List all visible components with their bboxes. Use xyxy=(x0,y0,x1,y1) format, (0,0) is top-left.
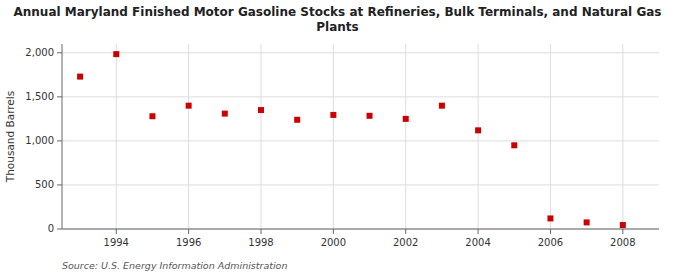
x-tick-label: 1998 xyxy=(248,237,273,248)
x-tick-label: 1994 xyxy=(104,237,129,248)
x-tick xyxy=(550,229,551,234)
y-axis-line xyxy=(62,44,63,229)
x-grid-line xyxy=(188,44,189,229)
y-tick-label: 0 xyxy=(48,223,54,234)
x-tick xyxy=(405,229,406,234)
data-point xyxy=(294,117,300,123)
chart-container: 0 500 1,000 1,500 2,000 1994 1996 1998 2000 2002 2… xyxy=(0,0,675,275)
y-grid-line xyxy=(62,52,659,53)
y-tick xyxy=(57,229,62,230)
y-grid-line xyxy=(62,140,659,141)
y-grid-line xyxy=(62,184,659,185)
source-note: Source: U.S. Energy Information Administ… xyxy=(62,260,287,271)
y-tick xyxy=(57,140,62,141)
y-grid-line xyxy=(62,96,659,97)
x-tick xyxy=(478,229,479,234)
chart-svg: 0 500 1,000 1,500 2,000 1994 1996 1998 2000 2002 2… xyxy=(0,0,675,275)
x-tick-label: 2006 xyxy=(538,237,563,248)
x-tick xyxy=(116,229,117,234)
x-grid-line xyxy=(405,44,406,229)
y-tick xyxy=(57,52,62,53)
x-axis-line xyxy=(62,229,659,230)
data-point xyxy=(367,113,373,119)
y-tick xyxy=(57,96,62,97)
x-tick-label: 1996 xyxy=(176,237,201,248)
y-axis-label: Thousand Barrels xyxy=(4,91,16,183)
x-tick xyxy=(333,229,334,234)
data-point xyxy=(620,222,626,228)
x-grid-line xyxy=(478,44,479,229)
axes: 0 500 1,000 1,500 2,000 1994 1996 1998 2000 2002 2… xyxy=(25,44,659,248)
x-grid-line xyxy=(261,44,262,229)
data-point xyxy=(113,51,119,57)
x-tick-label: 2008 xyxy=(610,237,635,248)
x-grid-line xyxy=(116,44,117,229)
data-point xyxy=(547,215,553,221)
title: Annual Maryland Finished Motor Gasoline … xyxy=(14,5,662,34)
data-point xyxy=(475,127,481,133)
y-tick-label: 2,000 xyxy=(25,47,54,58)
y-tick xyxy=(57,184,62,185)
x-tick xyxy=(261,229,262,234)
data-point xyxy=(222,111,228,117)
y-grid-line xyxy=(62,229,659,230)
title-line: Annual Maryland Finished Motor Gasoline … xyxy=(14,5,662,19)
x-tick-label: 2002 xyxy=(393,237,418,248)
x-grid-line xyxy=(550,44,551,229)
x-tick-label: 2004 xyxy=(465,237,490,248)
data-point xyxy=(439,103,445,109)
data-point xyxy=(511,142,517,148)
x-grid-line xyxy=(333,44,334,229)
data-point xyxy=(186,103,192,109)
data-point xyxy=(149,113,155,119)
x-tick xyxy=(622,229,623,234)
data-point xyxy=(258,107,264,113)
grid xyxy=(62,44,659,229)
data-point xyxy=(584,219,590,225)
points xyxy=(77,51,626,228)
y-tick-label: 500 xyxy=(35,179,54,190)
y-tick-label: 1,500 xyxy=(25,91,54,102)
data-point xyxy=(403,116,409,122)
y-tick-label: 1,000 xyxy=(25,135,54,146)
data-point xyxy=(330,112,336,118)
x-grid-line xyxy=(622,44,623,229)
x-tick xyxy=(188,229,189,234)
x-tick-label: 2000 xyxy=(321,237,346,248)
title-line: Plants xyxy=(316,20,358,34)
data-point xyxy=(77,74,83,80)
